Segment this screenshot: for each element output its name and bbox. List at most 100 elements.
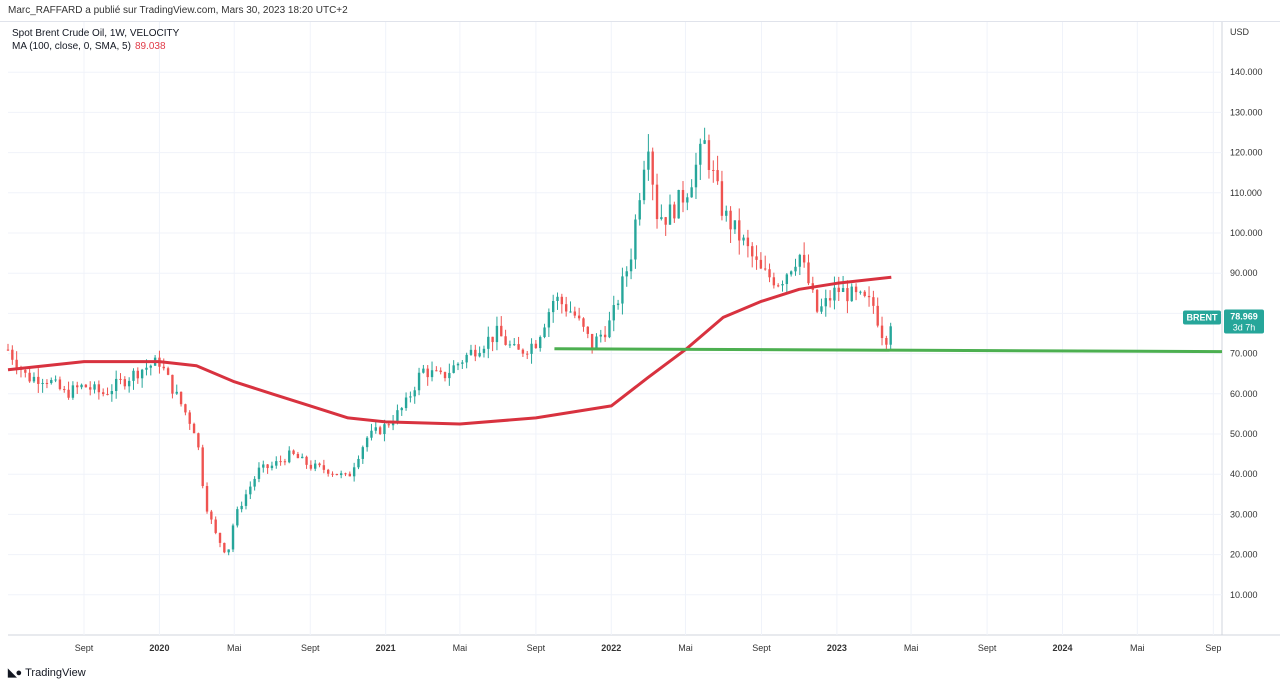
y-tick-label: 10.000: [1230, 590, 1258, 600]
candle-body: [746, 237, 750, 247]
candle-body: [413, 390, 416, 397]
candle-body: [651, 151, 654, 185]
candle-body: [305, 456, 308, 465]
candle-body: [828, 298, 832, 301]
candle-body: [175, 391, 178, 394]
candle-body: [776, 285, 780, 287]
publisher-text: Marc_RAFFARD a publié sur TradingView.co…: [8, 5, 348, 16]
legend-ma[interactable]: MA (100, close, 0, SMA, 5) 89.038: [12, 41, 166, 52]
candle-body: [547, 312, 551, 328]
candle-body: [45, 382, 49, 384]
x-tick-label: Sept: [978, 643, 997, 653]
candle-body: [742, 237, 745, 241]
candle-body: [257, 467, 261, 479]
candle-body: [517, 344, 520, 350]
price-chart[interactable]: USD 140.000 130.000 120.000 110.000 100.000 90…: [0, 22, 1280, 662]
candle-body: [301, 456, 304, 459]
candle-body: [577, 315, 581, 319]
y-tick-label: 110.000: [1230, 188, 1262, 198]
candle-body: [456, 363, 460, 366]
x-axis[interactable]: Sept 2020 Mai Sept 2021 Mai Sept 2022 Mai Sept 202…: [75, 643, 1222, 653]
candle-body: [686, 197, 689, 203]
candle-body: [539, 337, 542, 349]
candle-body: [841, 288, 845, 292]
candle-body: [798, 254, 802, 267]
candle-body: [854, 286, 858, 293]
candle-body: [339, 473, 343, 476]
candle-body: [642, 169, 646, 201]
candle-body: [789, 271, 793, 275]
y-tick-label: 70.000: [1230, 349, 1258, 359]
candle-body: [863, 291, 866, 296]
candle-body: [482, 348, 486, 353]
x-tick-label: 2023: [827, 643, 847, 653]
candle-body: [850, 286, 853, 302]
candle-body: [50, 380, 53, 384]
candle-body: [824, 298, 827, 307]
candle-body: [690, 187, 693, 198]
candle-body: [751, 246, 754, 257]
candle-body: [885, 338, 888, 345]
candle-body: [179, 391, 183, 405]
publish-bar: Marc_RAFFARD a publié sur TradingView.co…: [0, 0, 1280, 22]
candle-body: [543, 327, 546, 338]
price-tag-symbol-box: [1183, 310, 1221, 325]
x-tick-label: Mai: [904, 643, 919, 653]
candle-body: [426, 368, 429, 378]
x-tick-label: Sept: [527, 643, 546, 653]
candle-body: [223, 542, 226, 553]
candle-body: [551, 300, 555, 313]
candle-body: [409, 396, 412, 398]
candle-body: [846, 288, 849, 302]
candle-body: [270, 465, 274, 469]
candle-body: [794, 266, 797, 272]
candle-body: [595, 336, 598, 349]
candle-body: [465, 354, 468, 363]
candle-body: [582, 318, 585, 327]
y-axis[interactable]: USD 140.000 130.000 120.000 110.000 100.000 90…: [1230, 27, 1263, 600]
candle-body: [149, 365, 152, 368]
indicator-lines: [7, 275, 1223, 426]
y-tick-label: 50.000: [1230, 429, 1258, 439]
candle-body: [145, 367, 148, 370]
x-tick-label: Sept: [301, 643, 320, 653]
candle-body: [833, 287, 836, 301]
candle-body: [28, 372, 31, 382]
candle-body: [262, 464, 265, 468]
candle-body: [119, 378, 122, 380]
candle-body: [184, 404, 187, 413]
candle-body: [136, 370, 139, 379]
candle-body: [564, 304, 568, 312]
candle-body: [703, 140, 706, 144]
candle-body: [443, 372, 447, 379]
candle-body: [97, 384, 101, 393]
candle-body: [785, 274, 789, 285]
candle-body: [253, 478, 256, 487]
candle-body: [335, 473, 339, 476]
candle-body: [84, 384, 88, 388]
legend-symbol[interactable]: Spot Brent Crude Oil, 1W, VELOCITY: [12, 28, 180, 39]
candle-body: [266, 464, 269, 469]
tradingview-logo-text: TradingView: [25, 666, 86, 679]
candle-body: [357, 458, 360, 468]
chart-area[interactable]: USD 140.000 130.000 120.000 110.000 100.000 90…: [0, 22, 1280, 662]
candle-body: [495, 325, 499, 343]
candle-body: [694, 164, 698, 188]
candle-body: [500, 325, 503, 337]
tradingview-logo-icon: ◣●: [8, 667, 22, 679]
candle-body: [647, 151, 650, 170]
candle-body: [231, 525, 235, 550]
candle-body: [707, 140, 711, 170]
tradingview-logo[interactable]: ◣● TradingView: [8, 666, 86, 680]
candle-body: [712, 169, 715, 171]
candle-body: [67, 389, 70, 398]
candle-body: [889, 326, 892, 345]
candle-body: [352, 467, 356, 477]
candle-body: [534, 343, 538, 349]
candle-body: [76, 385, 79, 388]
candle-body: [422, 368, 425, 373]
candle-body: [296, 453, 300, 459]
candle-body: [396, 410, 399, 423]
candles: [6, 127, 892, 556]
